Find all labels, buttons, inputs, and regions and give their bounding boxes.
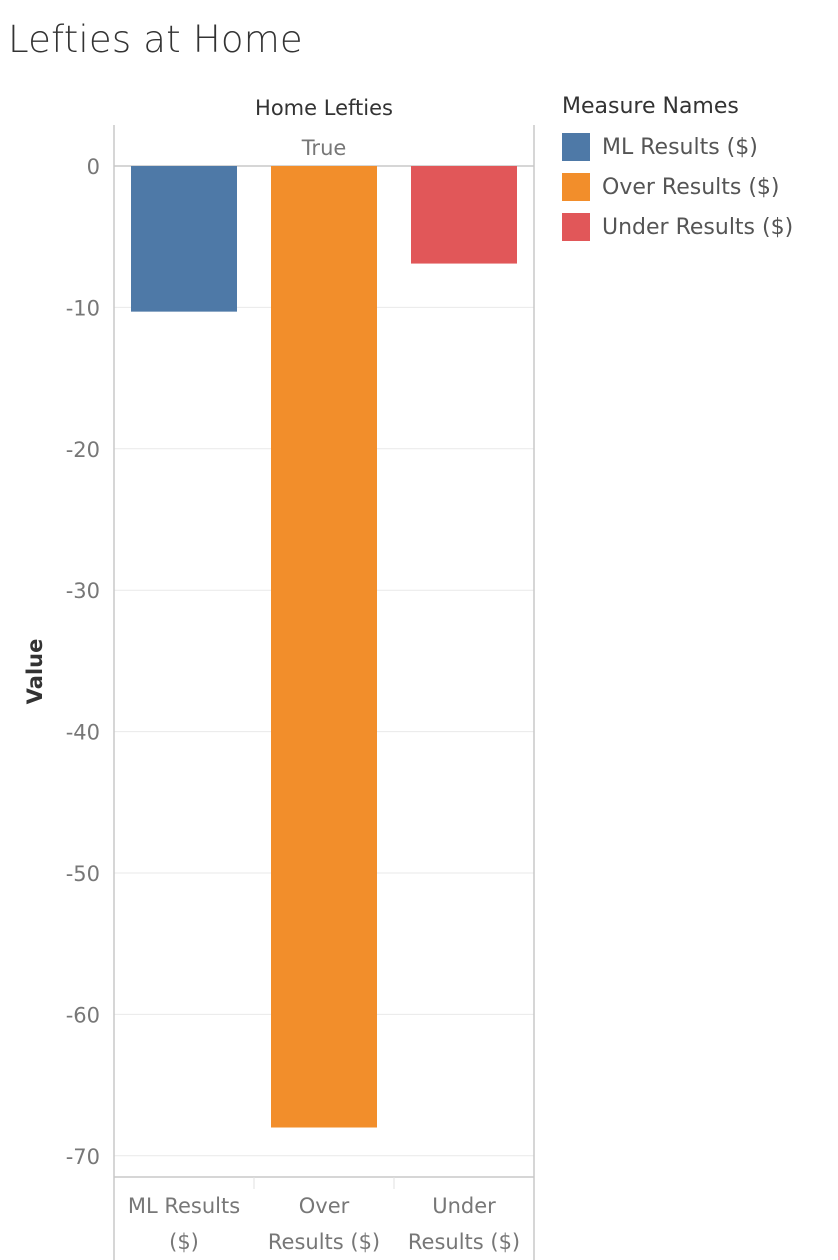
legend-label-ml: ML Results ($) xyxy=(602,134,758,160)
legend-label-over: Over Results ($) xyxy=(602,174,780,200)
y-tick-label: -30 xyxy=(66,579,100,603)
x-tick-label: Results ($) xyxy=(268,1230,380,1254)
legend-swatch-over xyxy=(562,173,590,201)
legend-label-under: Under Results ($) xyxy=(602,214,794,240)
column-header-value: True xyxy=(301,136,347,160)
x-tick-label: ($) xyxy=(169,1230,199,1254)
bar xyxy=(271,166,377,1128)
bar xyxy=(411,166,517,264)
x-tick-label: Results ($) xyxy=(408,1230,520,1254)
legend-swatch-under xyxy=(562,213,590,241)
y-tick-label: -20 xyxy=(66,438,100,462)
x-tick-label: ML Results xyxy=(128,1194,240,1218)
legend-swatch-ml xyxy=(562,133,590,161)
y-tick-label: -50 xyxy=(66,862,100,886)
chart-title: Lefties at Home xyxy=(8,18,303,61)
x-tick-label: Under xyxy=(432,1194,496,1218)
y-tick-label: 0 xyxy=(87,155,100,179)
legend-title: Measure Names xyxy=(562,94,739,119)
legend-item-over[interactable]: Over Results ($) xyxy=(562,167,793,207)
bar xyxy=(131,166,237,312)
column-header-title: Home Lefties xyxy=(255,96,393,120)
x-tick-label: Over xyxy=(299,1194,350,1218)
y-axis-label: Value xyxy=(23,639,47,705)
legend-item-under[interactable]: Under Results ($) xyxy=(562,207,793,247)
legend: Measure Names ML Results ($) Over Result… xyxy=(562,94,793,247)
y-tick-label: -70 xyxy=(66,1145,100,1169)
legend-item-ml[interactable]: ML Results ($) xyxy=(562,127,793,167)
y-tick-label: -40 xyxy=(66,721,100,745)
y-tick-label: -10 xyxy=(66,296,100,320)
y-tick-label: -60 xyxy=(66,1003,100,1027)
